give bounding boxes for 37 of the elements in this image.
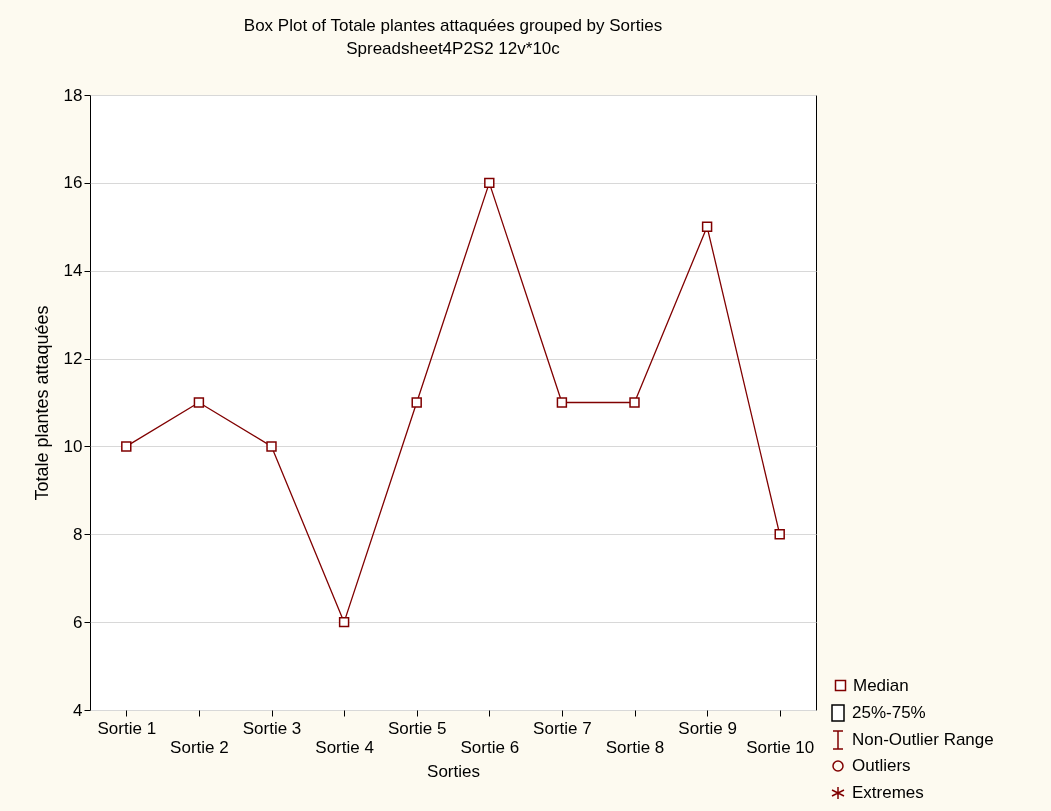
- point: [266, 441, 277, 452]
- y-tick-label: 12: [63, 349, 83, 369]
- point: [338, 616, 350, 628]
- legend-label: Median: [853, 675, 909, 695]
- point: [774, 529, 785, 540]
- point: [556, 397, 568, 408]
- y-tick-label: 18: [63, 85, 83, 105]
- chart-title: Box Plot of Totale plantes attaquées grouped by Sorties: [243, 16, 663, 35]
- x-tick-label: Sortie 4: [315, 737, 374, 757]
- text: Non-Outlier Range: [852, 728, 994, 751]
- x-tick-label: Sortie 8: [605, 737, 665, 757]
- y-tick-label: 6: [73, 612, 83, 632]
- x-axis-title: Sorties: [427, 761, 480, 781]
- x-tick-label: Sortie 6: [460, 737, 520, 757]
- y-tick-label: 10: [63, 436, 83, 456]
- y-axis-title: Totale plantes attaquées: [31, 305, 52, 501]
- y-tick-label: 4: [73, 700, 83, 720]
- point: [701, 221, 713, 233]
- y-tick-label: 8: [73, 524, 83, 544]
- x-tick-label: Sortie 3: [242, 718, 302, 738]
- y-tick-label: 16: [63, 173, 83, 193]
- point: [484, 177, 495, 189]
- text: 25%-75%: [852, 702, 926, 724]
- x-tick-label: Sortie 1: [97, 718, 157, 738]
- text: Outliers: [852, 755, 911, 777]
- point: [629, 397, 640, 408]
- chart-subtitle: Spreadsheet4P2S2 12v*10c: [346, 39, 561, 58]
- x-tick-label: Sortie 2: [170, 737, 229, 757]
- point: [193, 397, 205, 408]
- y-tick-label: 14: [63, 261, 83, 281]
- x-tick-label: Sortie 7: [533, 718, 592, 738]
- point: [121, 441, 132, 452]
- text: Extremes: [852, 781, 924, 804]
- x-tick-label: Sortie 9: [678, 718, 737, 738]
- point: [411, 397, 422, 408]
- x-tick-label: Sortie 5: [387, 718, 447, 738]
- x-tick-label: Sortie 10: [746, 737, 815, 757]
